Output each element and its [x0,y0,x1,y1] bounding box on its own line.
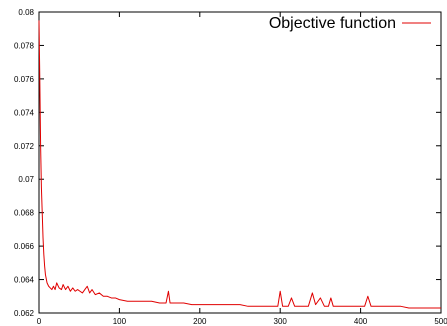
y-tick-label: 0.078 [14,41,35,50]
legend: Objective function [269,15,431,32]
y-tick-label: 0.07 [18,175,34,184]
y-tick-label: 0.064 [14,276,35,285]
y-tick-label: 0.062 [14,309,35,318]
x-tick-label: 300 [274,317,288,326]
x-tick-label: 0 [37,317,42,326]
axis-tick-labels: 0.062 0.064 0.066 0.068 0.07 0.072 0.074 0.076 0… [14,8,447,326]
y-tick-label: 0.08 [18,8,34,17]
axis-ticks [38,11,442,314]
legend-label-objective-function: Objective function [269,15,396,32]
y-tick-label: 0.076 [14,75,35,84]
series-layer [38,20,441,309]
x-tick-label: 200 [193,317,207,326]
plot-frame [38,11,442,314]
y-tick-label: 0.072 [14,142,35,151]
y-tick-label: 0.068 [14,209,35,218]
y-tick-label: 0.074 [14,108,35,117]
x-tick-label: 400 [354,317,368,326]
x-tick-label: 100 [113,317,127,326]
series-line-objective-function [38,20,441,309]
x-tick-label: 500 [434,317,447,326]
y-tick-label: 0.066 [14,242,35,251]
